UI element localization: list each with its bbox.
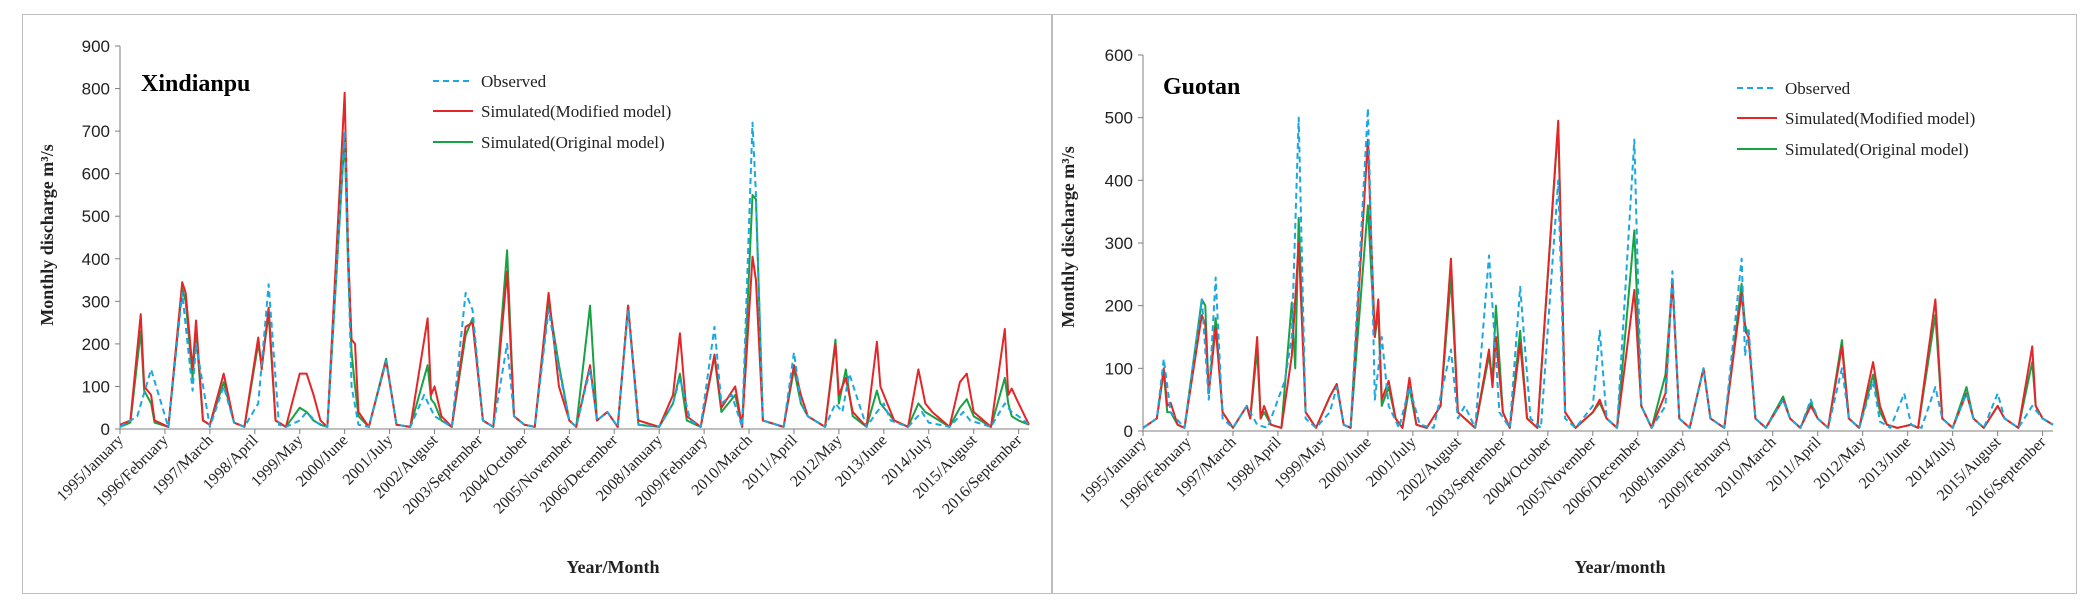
x-tick-label: 2016/September [1963, 433, 2050, 520]
legend-label-observed: Observed [481, 72, 547, 91]
y-axis-title: Monthly discharge m³/s [37, 144, 57, 325]
y-tick-label: 700 [82, 122, 110, 141]
x-tick-label: 2016/September [939, 431, 1026, 518]
guotan-chart-panel: Guotan Year/month Monthly discharge m³/s… [1052, 14, 2077, 594]
y-tick-label: 300 [1105, 234, 1133, 253]
y-tick-label: 500 [1105, 109, 1133, 128]
y-tick-label: 0 [101, 420, 110, 439]
legend-label-modified: Simulated(Modified model) [481, 102, 671, 121]
y-tick-label: 100 [1105, 359, 1133, 378]
series-line-original [119, 134, 1030, 428]
series-line-observed [1142, 107, 2054, 429]
y-tick-label: 0 [1124, 422, 1133, 441]
x-tick-label: 2005/November [1514, 433, 1600, 519]
y-axis-title: Monthly discharge m³/s [1058, 146, 1078, 327]
y-tick-label: 800 [82, 80, 110, 99]
x-tick-label: 2006/December [537, 431, 622, 516]
x-tick-label: 2005/November [491, 431, 577, 517]
x-axis-title: Year/month [1575, 557, 1666, 577]
legend: Observed Simulated(Modified model) Simul… [1737, 79, 1975, 159]
legend-label-original: Simulated(Original model) [1785, 140, 1969, 159]
x-tick-label: 2006/December [1560, 433, 1645, 518]
chart-title: Xindianpu [141, 71, 250, 97]
y-tick-label: 100 [82, 377, 110, 396]
y-tick-label: 400 [82, 250, 110, 269]
series-line-observed [119, 121, 1030, 429]
x-axis-title: Year/Month [567, 557, 660, 577]
x-tick-label: 2003/September [400, 431, 487, 518]
legend-label-original: Simulated(Original model) [481, 133, 665, 152]
xindianpu-chart: Xindianpu Year/Month Monthly discharge m… [37, 37, 1030, 577]
x-tick-label: 2003/September [1423, 433, 1510, 520]
series-line-original [1142, 122, 2054, 429]
y-tick-label: 200 [1105, 297, 1133, 316]
y-tick-label: 300 [82, 292, 110, 311]
y-tick-label: 600 [1105, 46, 1133, 65]
xindianpu-chart-panel: Xindianpu Year/Month Monthly discharge m… [22, 14, 1052, 594]
legend-label-observed: Observed [1785, 79, 1851, 98]
y-tick-label: 200 [82, 335, 110, 354]
legend: Observed Simulated(Modified model) Simul… [433, 72, 671, 152]
y-tick-label: 900 [82, 37, 110, 56]
y-tick-label: 500 [82, 207, 110, 226]
y-tick-label: 600 [82, 165, 110, 184]
series-line-modified [1142, 119, 2054, 429]
guotan-chart: Guotan Year/month Monthly discharge m³/s… [1058, 46, 2054, 577]
y-tick-label: 400 [1105, 171, 1133, 190]
legend-label-modified: Simulated(Modified model) [1785, 109, 1975, 128]
chart-title: Guotan [1163, 74, 1240, 100]
